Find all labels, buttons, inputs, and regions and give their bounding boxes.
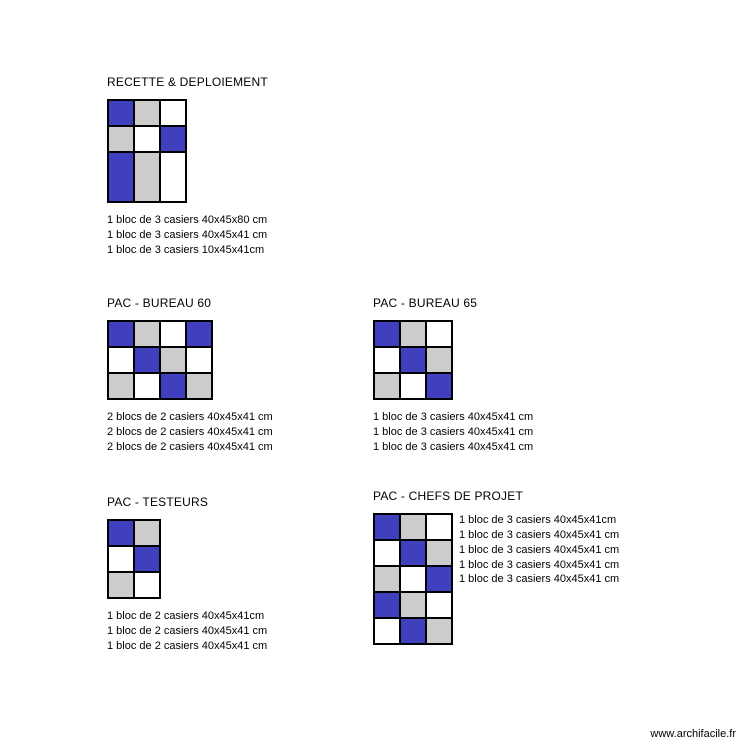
locker-cell — [134, 572, 160, 598]
locker-cell — [108, 373, 134, 399]
section-bureau65: PAC - BUREAU 65 1 bloc de 3 casiers 40x45… — [373, 296, 533, 455]
section-recette: RECETTE & DEPLOIEMENT 1 bloc de 3 casiers… — [107, 75, 268, 258]
locker-cell — [426, 540, 452, 566]
section-description: 2 blocs de 2 casiers 40x45x41 cm2 blocs … — [107, 410, 273, 455]
locker-cell — [160, 373, 186, 399]
section-title: PAC - BUREAU 65 — [373, 296, 533, 310]
description-line: 1 bloc de 3 casiers 40x45x41 cm — [459, 543, 619, 558]
locker-grid — [373, 320, 453, 400]
description-line: 1 bloc de 3 casiers 40x45x41 cm — [373, 440, 533, 455]
description-line: 1 bloc de 3 casiers 40x45x41 cm — [373, 410, 533, 425]
locker-cell — [108, 321, 134, 347]
locker-cell — [426, 373, 452, 399]
section-title: PAC - TESTEURS — [107, 495, 267, 509]
description-line: 1 bloc de 3 casiers 40x45x41 cm — [459, 558, 619, 573]
locker-cell — [400, 618, 426, 644]
locker-cell — [108, 152, 134, 202]
locker-grid — [373, 513, 453, 645]
description-line: 1 bloc de 3 casiers 40x45x41 cm — [459, 572, 619, 587]
section-description: 1 bloc de 3 casiers 40x45x80 cm1 bloc de… — [107, 213, 268, 258]
description-line: 1 bloc de 3 casiers 40x45x41cm — [459, 513, 619, 528]
locker-cell — [400, 347, 426, 373]
footer-link[interactable]: www.archifacile.fr — [650, 728, 736, 740]
locker-cell — [400, 540, 426, 566]
locker-cell — [134, 347, 160, 373]
locker-cell — [374, 373, 400, 399]
locker-cell — [134, 152, 160, 202]
locker-cell — [426, 592, 452, 618]
description-line: 1 bloc de 3 casiers 40x45x41 cm — [373, 425, 533, 440]
locker-cell — [374, 540, 400, 566]
section-testeurs: PAC - TESTEURS 1 bloc de 2 casiers 40x45x… — [107, 495, 267, 654]
section-bureau60: PAC - BUREAU 60 2 blocs de 2 casiers 40x4… — [107, 296, 273, 455]
locker-cell — [374, 514, 400, 540]
locker-cell — [186, 347, 212, 373]
description-line: 1 bloc de 3 casiers 40x45x41 cm — [459, 528, 619, 543]
locker-cell — [108, 572, 134, 598]
locker-cell — [108, 520, 134, 546]
locker-cell — [108, 546, 134, 572]
description-line: 1 bloc de 2 casiers 40x45x41 cm — [107, 624, 267, 639]
description-line: 1 bloc de 2 casiers 40x45x41cm — [107, 609, 267, 624]
locker-grid — [107, 519, 161, 599]
locker-grid — [107, 320, 213, 400]
section-chefs: PAC - CHEFS DE PROJET 1 bloc de 3 casiers… — [373, 489, 619, 645]
section-description: 1 bloc de 2 casiers 40x45x41cm1 bloc de … — [107, 609, 267, 654]
description-line: 1 bloc de 3 casiers 40x45x41 cm — [107, 228, 268, 243]
locker-cell — [108, 347, 134, 373]
description-line: 2 blocs de 2 casiers 40x45x41 cm — [107, 440, 273, 455]
locker-cell — [186, 321, 212, 347]
locker-cell — [108, 100, 134, 126]
locker-cell — [134, 100, 160, 126]
locker-cell — [160, 321, 186, 347]
section-title: RECETTE & DEPLOIEMENT — [107, 75, 268, 89]
locker-cell — [400, 514, 426, 540]
locker-cell — [374, 321, 400, 347]
locker-cell — [160, 347, 186, 373]
locker-grid — [107, 99, 187, 203]
locker-cell — [426, 618, 452, 644]
locker-cell — [400, 566, 426, 592]
locker-cell — [134, 373, 160, 399]
locker-cell — [186, 373, 212, 399]
description-line: 1 bloc de 3 casiers 10x45x41cm — [107, 243, 268, 258]
locker-cell — [374, 592, 400, 618]
section-title: PAC - CHEFS DE PROJET — [373, 489, 619, 503]
section-description: 1 bloc de 3 casiers 40x45x41cm1 bloc de … — [459, 513, 619, 587]
locker-cell — [374, 347, 400, 373]
locker-cell — [374, 566, 400, 592]
locker-cell — [108, 126, 134, 152]
locker-cell — [400, 321, 426, 347]
locker-cell — [400, 592, 426, 618]
description-line: 2 blocs de 2 casiers 40x45x41 cm — [107, 410, 273, 425]
description-line: 2 blocs de 2 casiers 40x45x41 cm — [107, 425, 273, 440]
section-title: PAC - BUREAU 60 — [107, 296, 273, 310]
description-line: 1 bloc de 2 casiers 40x45x41 cm — [107, 639, 267, 654]
locker-cell — [134, 520, 160, 546]
locker-cell — [426, 347, 452, 373]
locker-cell — [134, 546, 160, 572]
locker-cell — [400, 373, 426, 399]
locker-cell — [426, 566, 452, 592]
section-description: 1 bloc de 3 casiers 40x45x41 cm1 bloc de… — [373, 410, 533, 455]
locker-cell — [160, 100, 186, 126]
locker-cell — [160, 152, 186, 202]
locker-cell — [134, 126, 160, 152]
locker-cell — [426, 321, 452, 347]
locker-cell — [160, 126, 186, 152]
locker-cell — [134, 321, 160, 347]
locker-cell — [426, 514, 452, 540]
description-line: 1 bloc de 3 casiers 40x45x80 cm — [107, 213, 268, 228]
locker-cell — [374, 618, 400, 644]
